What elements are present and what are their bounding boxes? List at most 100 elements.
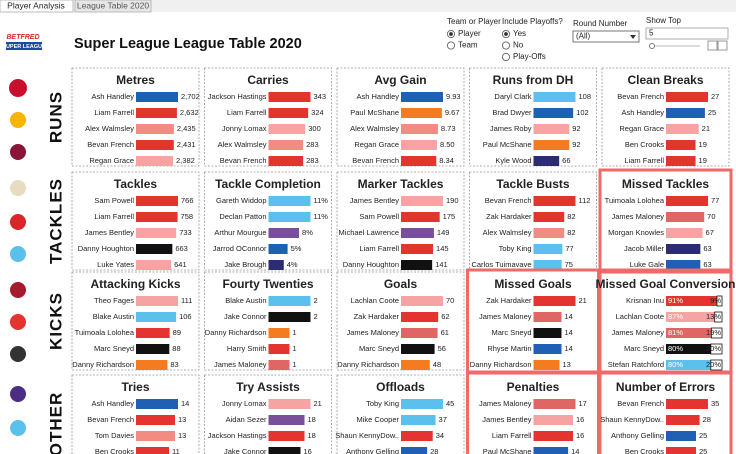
player-name: Harry Smith: [227, 344, 267, 353]
tab[interactable]: [0, 0, 74, 13]
value-label: 149: [437, 228, 450, 237]
value-label: 20%: [706, 360, 721, 369]
value-label: 1: [293, 344, 297, 353]
bar: [533, 344, 562, 354]
player-name: Alex Walmsley: [483, 228, 532, 237]
bar: [136, 312, 177, 322]
panel-border: [71, 271, 200, 371]
bar-converted: [666, 360, 711, 370]
bar: [533, 212, 565, 222]
bar: [401, 431, 433, 441]
radio-dot: [449, 32, 453, 36]
value-label: 89: [173, 328, 181, 337]
player-name: Danny Richardson: [470, 360, 532, 369]
player-name: Carlos Tuimavave: [471, 260, 531, 269]
number-value[interactable]: 5: [649, 29, 654, 38]
player-name: Liam Farrell: [94, 108, 134, 117]
value-label: 63: [703, 244, 711, 253]
value-label: 766: [181, 196, 194, 205]
slider-thumb[interactable]: [649, 43, 655, 49]
player-name: Declan Patton: [219, 212, 266, 221]
value-label: 82: [567, 212, 575, 221]
value-label: 2: [314, 296, 318, 305]
radio-button[interactable]: [446, 41, 455, 50]
value-label: 21: [579, 296, 587, 305]
chart-title: Offloads: [376, 380, 425, 394]
bar: [666, 415, 700, 425]
player-name: Jake Brough: [224, 260, 266, 269]
number-input[interactable]: [645, 27, 729, 40]
bar: [268, 156, 304, 166]
value-label: 13: [178, 415, 186, 424]
bar: [533, 328, 562, 338]
value-label: 11: [172, 447, 180, 454]
player-name: Shaun KennyDow..: [335, 431, 399, 440]
tab-label[interactable]: Player Analysis: [7, 0, 65, 10]
player-name: Ben Crooks: [625, 447, 664, 454]
player-name: James Maloney: [346, 328, 399, 337]
bar: [136, 431, 175, 441]
slider-btn[interactable]: [717, 40, 728, 51]
dropdown[interactable]: [572, 30, 640, 43]
player-name: Danny Richardson: [337, 360, 399, 369]
bar: [401, 244, 434, 254]
bar-converted: [666, 344, 711, 354]
value-label: 14: [571, 447, 579, 454]
player-name: Regan Grace: [89, 156, 134, 165]
bar: [136, 212, 178, 222]
radio-label[interactable]: Team: [458, 41, 478, 50]
radio-label[interactable]: No: [513, 41, 524, 50]
bar: [268, 140, 304, 150]
value-label: 25: [699, 447, 707, 454]
tab[interactable]: [74, 0, 152, 13]
player-name: Paul McShane: [483, 140, 532, 149]
value-label: 108: [579, 92, 592, 101]
player-name: Tuimoala Lolohea: [75, 328, 135, 337]
value-label: 14: [565, 344, 573, 353]
bar: [401, 260, 433, 270]
radio-label[interactable]: Yes: [513, 29, 526, 38]
tab-label[interactable]: League Table 2020: [77, 0, 149, 10]
dropdown-value[interactable]: (All): [576, 32, 591, 41]
section-label: TACKLES: [46, 178, 65, 264]
bar: [136, 196, 178, 206]
radio-button[interactable]: [501, 41, 510, 50]
value-label: 16: [576, 415, 584, 424]
player-name: Sam Powell: [359, 212, 399, 221]
player-name: Luke Yates: [97, 260, 134, 269]
value-label: 2,431: [177, 140, 196, 149]
radio-label[interactable]: Player: [458, 29, 481, 38]
chart-title: Missed Tackles: [622, 177, 709, 191]
radio-button[interactable]: [501, 53, 510, 62]
bar: [533, 140, 570, 150]
player-name: Bevan French: [220, 156, 267, 165]
bar: [268, 344, 290, 354]
player-name: Liam Farrell: [227, 108, 267, 117]
value-label: 5%: [291, 244, 302, 253]
bar: [268, 92, 311, 102]
value-label: 13: [563, 360, 571, 369]
value-label: 1: [293, 328, 297, 337]
value-label: 77: [711, 196, 719, 205]
bar: [666, 431, 696, 441]
player-name: James Roby: [490, 124, 532, 133]
team-logo: [10, 282, 26, 298]
panel-border: [204, 171, 332, 271]
value-label: 18: [308, 415, 316, 424]
value-label: 63: [703, 260, 711, 269]
value-label: 25: [708, 108, 716, 117]
value-label: 13%: [706, 312, 721, 321]
bar: [401, 92, 443, 102]
value-label: 66: [562, 156, 570, 165]
radio-label[interactable]: Play-Offs: [513, 52, 546, 61]
bar: [401, 399, 443, 409]
bar: [268, 260, 284, 270]
player-name: Regan Grace: [619, 124, 664, 133]
value-label: 2,435: [177, 124, 196, 133]
bar: [401, 212, 440, 222]
bar: [401, 415, 436, 425]
panel-border: [336, 374, 465, 454]
player-name: Danny Houghton: [343, 260, 399, 269]
slider-btn[interactable]: [707, 40, 718, 51]
bar: [136, 328, 170, 338]
